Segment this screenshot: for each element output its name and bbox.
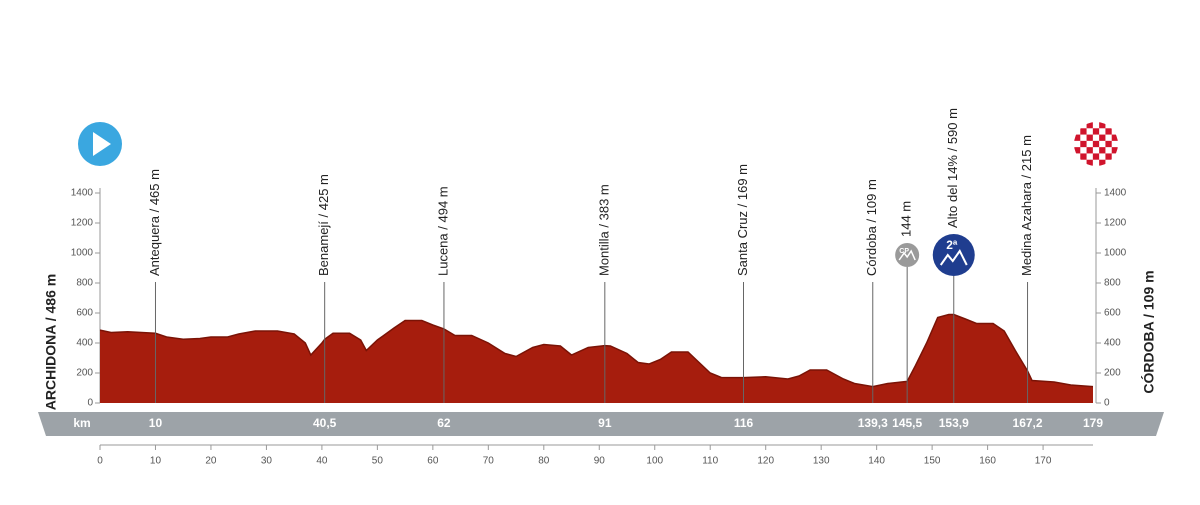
sprint-badge: CP xyxy=(899,248,909,255)
finish-square xyxy=(1111,134,1118,141)
y-tick-label: 400 xyxy=(1104,338,1121,349)
x-tick-label: 130 xyxy=(813,456,830,467)
x-tick-label: 150 xyxy=(924,456,941,467)
finish-square xyxy=(1111,147,1118,154)
waypoint-km: 139,3 xyxy=(858,416,888,430)
x-tick-label: 30 xyxy=(261,456,273,467)
x-tick-label: 80 xyxy=(538,456,550,467)
finish-square xyxy=(1086,134,1093,141)
finish-square xyxy=(1074,147,1081,154)
waypoint-label: Santa Cruz / 169 m xyxy=(735,164,750,276)
finish-square xyxy=(1086,147,1093,154)
finish-square xyxy=(1080,153,1087,160)
y-tick-label: 800 xyxy=(1104,278,1121,289)
area-fill xyxy=(100,314,1093,403)
waypoint-label: Córdoba / 109 m xyxy=(864,179,879,276)
km-bar-label: km xyxy=(73,416,90,430)
finish-square xyxy=(1092,128,1100,135)
y-tick-label: 1200 xyxy=(1104,218,1127,229)
x-tick-label: 20 xyxy=(205,456,217,467)
sprint-peaks xyxy=(898,249,916,261)
x-tick-label: 170 xyxy=(1035,456,1052,467)
x-tick-label: 70 xyxy=(483,456,495,467)
start-label: ARCHIDONA / 486 m xyxy=(43,274,59,410)
y-tick-label: 0 xyxy=(87,398,93,409)
waypoint-km: 153,9 xyxy=(939,416,969,430)
y-tick-label: 200 xyxy=(76,368,93,379)
climb-peaks xyxy=(939,249,968,266)
x-tick-label: 120 xyxy=(757,456,774,467)
finish-square xyxy=(1111,159,1118,166)
y-tick-label: 800 xyxy=(76,278,93,289)
finish-square xyxy=(1105,153,1112,160)
finish-square xyxy=(1105,140,1112,148)
finish-square xyxy=(1074,134,1081,141)
y-tick-label: 1000 xyxy=(1104,248,1127,259)
x-tick-label: 160 xyxy=(979,456,996,467)
finish-square xyxy=(1086,159,1093,166)
x-tick-label: 60 xyxy=(427,456,439,467)
waypoint-label: Lucena / 494 m xyxy=(435,186,450,276)
y-tick-label: 1400 xyxy=(71,188,94,199)
climb-category: 2ª xyxy=(946,238,958,252)
y-tick-label: 200 xyxy=(1104,368,1121,379)
x-tick-label: 140 xyxy=(868,456,885,467)
sprint-icon xyxy=(895,243,920,267)
waypoint-km: 62 xyxy=(437,416,451,430)
finish-square xyxy=(1099,159,1106,166)
waypoint-km: 116 xyxy=(734,416,754,430)
y-tick-label: 600 xyxy=(1104,308,1121,319)
y-tick-label: 1200 xyxy=(71,218,94,229)
x-tick-label: 50 xyxy=(372,456,384,467)
waypoint-label: Antequera / 465 m xyxy=(147,169,162,276)
waypoint-km: 179 xyxy=(1083,416,1103,430)
finish-square xyxy=(1105,128,1112,135)
finish-label: CÓRDOBA / 109 m xyxy=(1140,270,1157,393)
climb-icon xyxy=(932,234,975,276)
finish-square xyxy=(1092,140,1100,148)
start-arrow xyxy=(93,132,111,156)
y-tick-label: 1000 xyxy=(71,248,94,259)
waypoint-km: 145,5 xyxy=(892,416,922,430)
waypoint-label: Benamejí / 425 m xyxy=(316,174,331,276)
y-tick-label: 0 xyxy=(1104,398,1110,409)
waypoint-label: 144 m xyxy=(899,201,914,237)
finish-icon xyxy=(1074,122,1118,166)
waypoint-km: 167,2 xyxy=(1013,416,1043,430)
finish-square xyxy=(1074,159,1081,166)
finish-square xyxy=(1086,122,1093,129)
finish-square xyxy=(1111,122,1118,129)
finish-square xyxy=(1092,153,1100,160)
y-tick-label: 600 xyxy=(76,308,93,319)
finish-square xyxy=(1080,140,1087,148)
finish-square xyxy=(1099,122,1106,129)
finish-square xyxy=(1099,147,1106,154)
finish-square xyxy=(1080,128,1087,135)
x-tick-label: 0 xyxy=(97,456,103,467)
x-tick-label: 10 xyxy=(150,456,162,467)
x-tick-label: 40 xyxy=(316,456,328,467)
waypoint-km: 10 xyxy=(149,416,163,430)
x-tick-label: 110 xyxy=(702,456,718,467)
finish-square xyxy=(1074,122,1081,129)
x-tick-label: 100 xyxy=(646,456,663,467)
waypoint-label: Alto del 14% / 590 m xyxy=(945,108,960,228)
finish-square xyxy=(1099,134,1106,141)
waypoint-label: Montilla / 383 m xyxy=(596,184,611,276)
profile-line xyxy=(99,313,1094,388)
waypoint-km: 40,5 xyxy=(313,416,337,430)
y-tick-label: 1400 xyxy=(1104,188,1127,199)
y-tick-label: 400 xyxy=(76,338,93,349)
waypoint-label: Medina Azahara / 215 m xyxy=(1019,135,1034,276)
x-tick-label: 90 xyxy=(594,456,606,467)
waypoint-km: 91 xyxy=(598,416,612,430)
km-bar xyxy=(38,412,1164,436)
